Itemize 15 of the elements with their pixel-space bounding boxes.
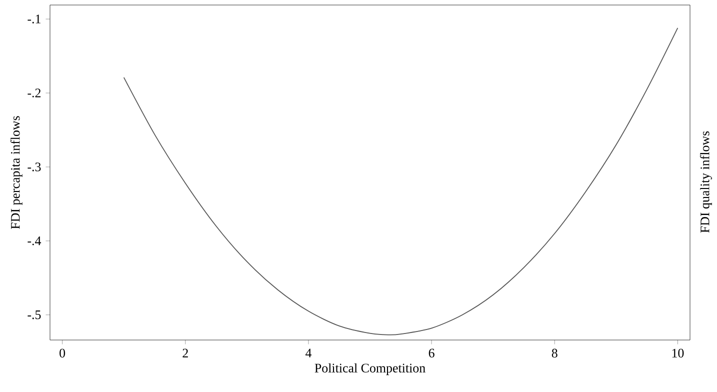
y-tick-label: -.3 [28,162,41,172]
y-tick-label: -.1 [28,14,40,24]
line-series [123,27,678,336]
x-tick-label: 4 [305,348,312,358]
x-tick-label: 8 [552,348,558,358]
y2-axis-title: FDI quality inflows [700,131,712,233]
y-tick-label: -.5 [28,310,41,320]
y-axis-title: FDI percapita inflows [10,116,22,229]
x-tick-label: 0 [60,348,66,358]
x-axis-title: Political Competition [314,363,426,376]
x-tick-label: 2 [182,348,188,358]
y-tick-label: -.4 [28,236,42,246]
x-tick-label: 10 [672,348,684,358]
x-tick-label: 6 [428,348,434,358]
y-tick-label: -.2 [28,88,41,98]
